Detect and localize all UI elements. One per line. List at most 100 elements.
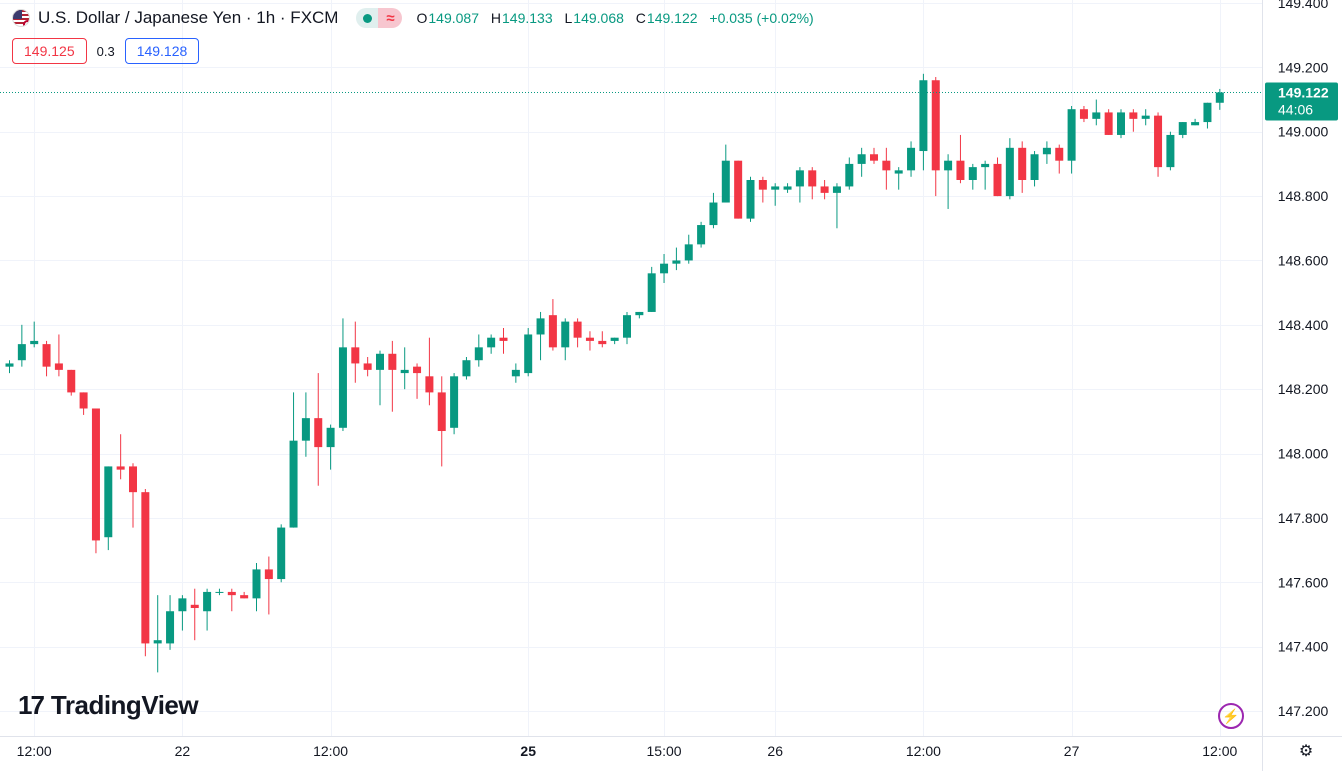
ohlc-values: O149.087 H149.133 L149.068 C149.122 +0.0… bbox=[416, 10, 814, 26]
candle-body bbox=[808, 170, 817, 187]
lightning-icon[interactable]: ⚡ bbox=[1218, 703, 1244, 729]
candles bbox=[0, 73, 1262, 673]
candle-body bbox=[376, 353, 384, 370]
candle-body bbox=[573, 321, 582, 338]
candle-body bbox=[585, 337, 594, 341]
candle-body bbox=[79, 392, 88, 409]
x-tick-label: 12:00 bbox=[17, 743, 52, 759]
candle-body bbox=[993, 163, 1002, 197]
candle-body bbox=[252, 569, 261, 599]
candle-body bbox=[758, 180, 767, 190]
candle-body bbox=[1005, 147, 1014, 197]
candle-body bbox=[67, 369, 76, 393]
candle-body bbox=[1129, 112, 1138, 119]
candle-body bbox=[635, 311, 644, 316]
spread-value: 0.3 bbox=[96, 43, 115, 59]
y-tick-label: 148.800 bbox=[1278, 188, 1329, 204]
candle-body bbox=[1092, 112, 1101, 119]
last-price-badge bbox=[1265, 82, 1338, 121]
candle-body bbox=[1067, 109, 1076, 161]
candle-body bbox=[437, 392, 446, 432]
ohlc-open: 149.087 bbox=[428, 10, 479, 26]
candle-body bbox=[870, 154, 878, 161]
candle-body bbox=[153, 640, 162, 644]
candle-body bbox=[1079, 109, 1088, 119]
tradingview-logo-icon: 17 bbox=[18, 690, 45, 720]
x-tick-label: 12:00 bbox=[1202, 743, 1237, 759]
candle-body bbox=[746, 180, 755, 219]
symbol-title[interactable]: U.S. Dollar / Japanese Yen · 1h · FXCM bbox=[38, 8, 339, 27]
candle-body bbox=[734, 160, 743, 219]
candle-body bbox=[1117, 112, 1125, 135]
x-tick-label: 12:00 bbox=[313, 743, 348, 759]
candle-body bbox=[178, 598, 187, 612]
y-tick-label: 147.200 bbox=[1278, 703, 1329, 719]
market-status[interactable]: ≈ bbox=[356, 8, 403, 28]
ohlc-high: 149.133 bbox=[502, 10, 553, 26]
candle-body bbox=[524, 334, 533, 374]
y-tick-label: 147.600 bbox=[1278, 574, 1329, 590]
candle-body bbox=[1042, 147, 1051, 155]
candle-body bbox=[561, 321, 570, 348]
candle-body bbox=[1055, 147, 1064, 161]
candle-body bbox=[1203, 102, 1212, 123]
logo-text: TradingView bbox=[50, 690, 199, 720]
candle-body bbox=[17, 344, 26, 361]
candle-body bbox=[363, 363, 372, 370]
candle-body bbox=[697, 225, 706, 245]
candle-body bbox=[1154, 115, 1163, 168]
y-tick-label: 149.400 bbox=[1278, 0, 1329, 11]
sell-button[interactable]: 149.125 bbox=[12, 38, 87, 64]
candle-body bbox=[474, 347, 483, 361]
y-tick-label: 147.800 bbox=[1278, 510, 1329, 526]
candle-body bbox=[882, 160, 891, 171]
candle-body bbox=[129, 466, 137, 493]
candle-body bbox=[1141, 115, 1150, 119]
candle-body bbox=[721, 160, 730, 203]
symbol-legend: U.S. Dollar / Japanese Yen · 1h · FXCM ≈… bbox=[12, 6, 822, 30]
x-tick-label: 25 bbox=[520, 743, 536, 759]
last-price-value: 149.122 bbox=[1278, 84, 1329, 100]
candle-body bbox=[215, 591, 224, 593]
candle-body bbox=[956, 160, 965, 180]
candle-body bbox=[944, 160, 953, 171]
x-tick-label: 26 bbox=[767, 743, 783, 759]
candle-body bbox=[104, 466, 113, 538]
y-tick-label: 148.600 bbox=[1278, 252, 1329, 268]
candle-body bbox=[450, 376, 459, 428]
y-tick-label: 148.400 bbox=[1278, 317, 1329, 333]
buy-button[interactable]: 149.128 bbox=[124, 38, 200, 64]
tradingview-logo[interactable]: 17 TradingView bbox=[18, 690, 199, 721]
candle-body bbox=[301, 418, 310, 441]
candle-body bbox=[981, 163, 990, 168]
candle-body bbox=[487, 337, 496, 348]
settings-gear-icon[interactable]: ⚙ bbox=[1298, 743, 1314, 760]
candle-body bbox=[1104, 112, 1113, 135]
candle-body bbox=[5, 363, 14, 367]
candle-body bbox=[1215, 92, 1224, 103]
x-tick-label: 12:00 bbox=[906, 743, 941, 759]
candle-body bbox=[610, 337, 619, 341]
candle-body bbox=[116, 466, 125, 470]
candle-body bbox=[91, 408, 100, 541]
y-tick-label: 148.000 bbox=[1278, 446, 1329, 462]
candle-body bbox=[1178, 122, 1187, 135]
candle-body bbox=[832, 186, 841, 193]
candle-body bbox=[1166, 134, 1175, 168]
candle-body bbox=[499, 337, 508, 341]
candle-body bbox=[820, 186, 829, 193]
candle-body bbox=[907, 147, 916, 171]
x-tick-label: 22 bbox=[175, 743, 191, 759]
candle-body bbox=[931, 80, 940, 171]
candle-body bbox=[326, 427, 335, 448]
y-tick-label: 147.400 bbox=[1278, 639, 1329, 655]
candle-body bbox=[413, 366, 422, 374]
candle-body bbox=[548, 315, 557, 348]
candle-body bbox=[684, 244, 693, 261]
y-tick-label: 149.000 bbox=[1278, 124, 1329, 140]
candle-body bbox=[425, 376, 434, 393]
candle-body bbox=[536, 318, 545, 335]
candle-body bbox=[968, 167, 977, 180]
